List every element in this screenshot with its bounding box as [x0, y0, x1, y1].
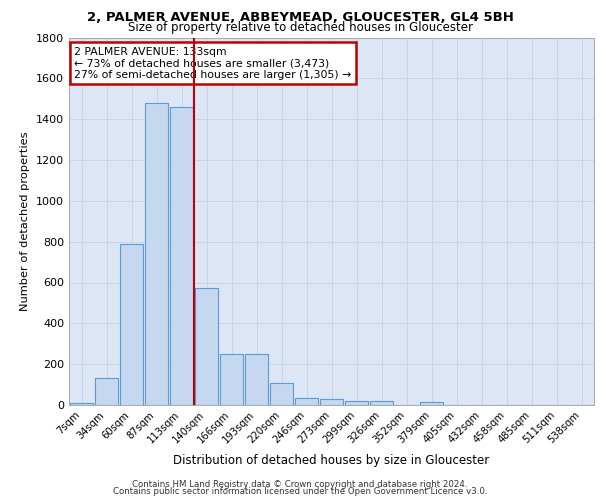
Bar: [344, 401, 368, 405]
Bar: [295, 398, 319, 405]
Bar: [95, 378, 118, 405]
Bar: [70, 403, 94, 405]
Bar: [245, 354, 268, 405]
Text: Contains HM Land Registry data © Crown copyright and database right 2024.: Contains HM Land Registry data © Crown c…: [132, 480, 468, 489]
Bar: [119, 244, 143, 405]
Y-axis label: Number of detached properties: Number of detached properties: [20, 132, 31, 311]
Bar: [145, 103, 169, 405]
Bar: [170, 107, 193, 405]
Text: 2 PALMER AVENUE: 133sqm
← 73% of detached houses are smaller (3,473)
27% of semi: 2 PALMER AVENUE: 133sqm ← 73% of detache…: [74, 46, 352, 80]
X-axis label: Distribution of detached houses by size in Gloucester: Distribution of detached houses by size …: [173, 454, 490, 467]
Text: Size of property relative to detached houses in Gloucester: Size of property relative to detached ho…: [128, 22, 473, 35]
Bar: [370, 401, 394, 405]
Bar: [419, 402, 443, 405]
Bar: [220, 354, 244, 405]
Text: Contains public sector information licensed under the Open Government Licence v3: Contains public sector information licen…: [113, 487, 487, 496]
Text: 2, PALMER AVENUE, ABBEYMEAD, GLOUCESTER, GL4 5BH: 2, PALMER AVENUE, ABBEYMEAD, GLOUCESTER,…: [86, 11, 514, 24]
Bar: [269, 382, 293, 405]
Bar: [194, 288, 218, 405]
Bar: [320, 399, 343, 405]
